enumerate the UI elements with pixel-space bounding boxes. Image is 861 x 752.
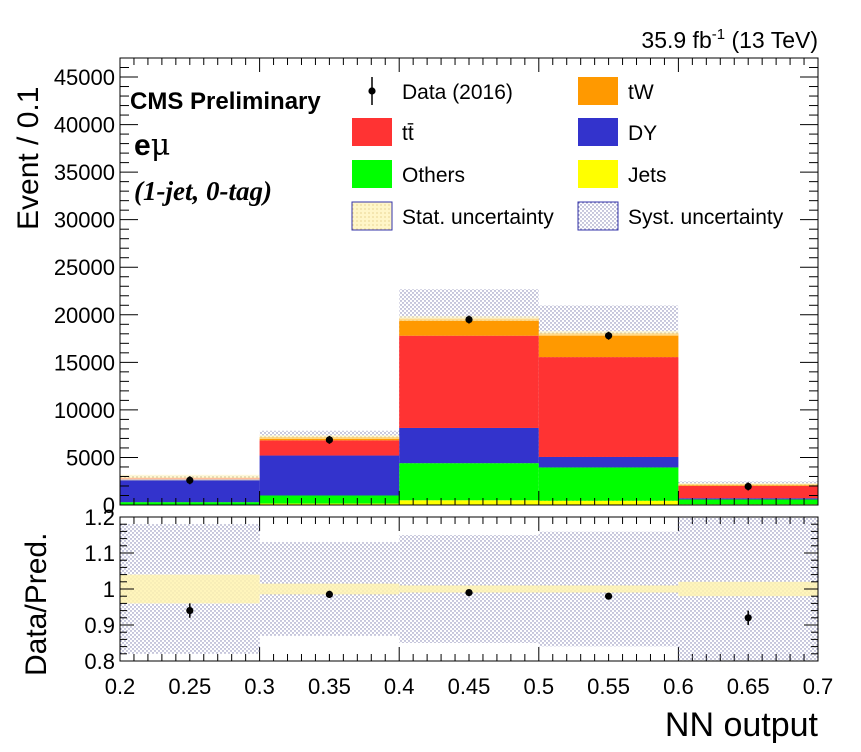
legend-entry: Others: [352, 160, 465, 188]
x-tick-label: 0.7: [803, 674, 834, 699]
y-tick-label: 0: [103, 493, 115, 518]
ratio-tick-label: 1: [103, 577, 115, 602]
data-point: [186, 476, 194, 484]
legend-entry: tt̄: [352, 118, 414, 146]
x-tick-label: 0.2: [105, 674, 136, 699]
ratio-stat-band: [538, 585, 679, 593]
data-point: [744, 482, 752, 491]
legend-label: tt̄: [402, 122, 414, 145]
y-axis-title: Event / 0.1: [12, 87, 45, 230]
stack-bar-dy: [120, 479, 260, 503]
x-tick-label: 0.45: [448, 674, 491, 699]
stack-bar-dy: [259, 455, 400, 496]
legend-swatch: [578, 160, 618, 188]
y-tick-label: 25000: [54, 255, 115, 280]
legend-swatch: [352, 160, 392, 188]
x-tick-label: 0.6: [663, 674, 694, 699]
y-tick-label: 15000: [54, 350, 115, 375]
legend-swatch: [578, 77, 618, 105]
ratio-stat-band: [259, 583, 400, 595]
legend-label: Jets: [628, 164, 667, 187]
legend-label: Data (2016): [402, 81, 513, 104]
stack-bar-tt: [259, 440, 400, 456]
x-tick-label: 0.25: [168, 674, 211, 699]
legend-swatch: [577, 201, 619, 231]
ratio-point: [605, 592, 613, 600]
x-tick-label: 0.5: [524, 674, 555, 699]
stack-bar-tt: [399, 335, 539, 428]
legend-marker: [368, 87, 376, 95]
legend-entry: tW: [578, 77, 654, 105]
y-tick-label: 45000: [54, 65, 115, 90]
ratio-point: [186, 607, 194, 615]
legend-entry: Syst. uncertainty: [577, 201, 784, 231]
stack-bar-others: [399, 463, 539, 501]
ratio-tick-label: 1.1: [84, 541, 115, 566]
legend-label: Stat. uncertainty: [402, 206, 554, 229]
y-tick-label: 30000: [54, 208, 115, 233]
legend-entry: Stat. uncertainty: [351, 201, 554, 231]
legend-entry: DY: [578, 118, 657, 146]
ratio-y-axis-title: Data/Pred.: [20, 533, 53, 676]
category-label: (1-jet, 0-tag): [134, 176, 272, 206]
ratio-stat-band: [399, 585, 539, 593]
legend-label: tW: [628, 81, 654, 104]
cms-label: CMS Preliminary: [130, 88, 321, 115]
stack-bar-dy: [538, 456, 679, 468]
ratio-point: [465, 589, 473, 597]
y-tick-label: 40000: [54, 113, 115, 138]
ratio-tick-label: 1.2: [84, 505, 115, 530]
ratio-stat-band: [678, 581, 818, 597]
stack-bar-tw: [399, 318, 539, 336]
legend-swatch: [351, 201, 393, 231]
legend-label: Syst. uncertainty: [628, 206, 784, 229]
stack-bar-tt: [678, 485, 818, 499]
x-tick-label: 0.65: [727, 674, 770, 699]
stack-bar-tt: [538, 357, 679, 457]
x-tick-label: 0.35: [308, 674, 351, 699]
legend-label: DY: [628, 122, 657, 145]
x-axis-title: NN output: [665, 706, 819, 744]
data-point: [325, 436, 333, 444]
x-tick-label: 0.4: [384, 674, 415, 699]
ratio-point: [744, 614, 752, 622]
y-tick-label: 20000: [54, 303, 115, 328]
legend-swatch: [352, 118, 392, 146]
ratio-plot: 0.2 0.25 0.3 0.35 0.4 0.45 0.5 0.55 0.6 0.65 0.7 0.…: [84, 505, 833, 699]
legend-entry: Data (2016): [368, 77, 513, 105]
ratio-point: [325, 590, 333, 599]
channel-label: eμ: [134, 128, 170, 163]
legend-swatch: [578, 118, 618, 146]
y-tick-label: 10000: [54, 398, 115, 423]
ratio-stat-band: [120, 574, 260, 604]
data-point: [605, 332, 613, 340]
legend-entry: Jets: [578, 160, 667, 188]
stack-bar-dy: [399, 427, 539, 464]
legend: Data (2016) tW tt̄ DY Others Jets Stat. uncert…: [351, 77, 784, 231]
main-plot: 0 5000 10000 15000 20000 25000 30000 35000 40000…: [54, 57, 819, 518]
lumi-label: 35.9 fb-1 (13 TeV): [641, 26, 818, 53]
stack-bar-tw: [538, 333, 679, 358]
stack-bar-others: [538, 467, 679, 501]
x-tick-label: 0.55: [587, 674, 630, 699]
y-tick-label: 35000: [54, 160, 115, 185]
x-tick-label: 0.3: [244, 674, 275, 699]
ratio-tick-label: 0.8: [84, 649, 115, 674]
data-point: [465, 315, 473, 324]
legend-label: Others: [402, 164, 465, 187]
y-tick-label: 5000: [66, 445, 115, 470]
ratio-tick-label: 0.9: [84, 613, 115, 638]
